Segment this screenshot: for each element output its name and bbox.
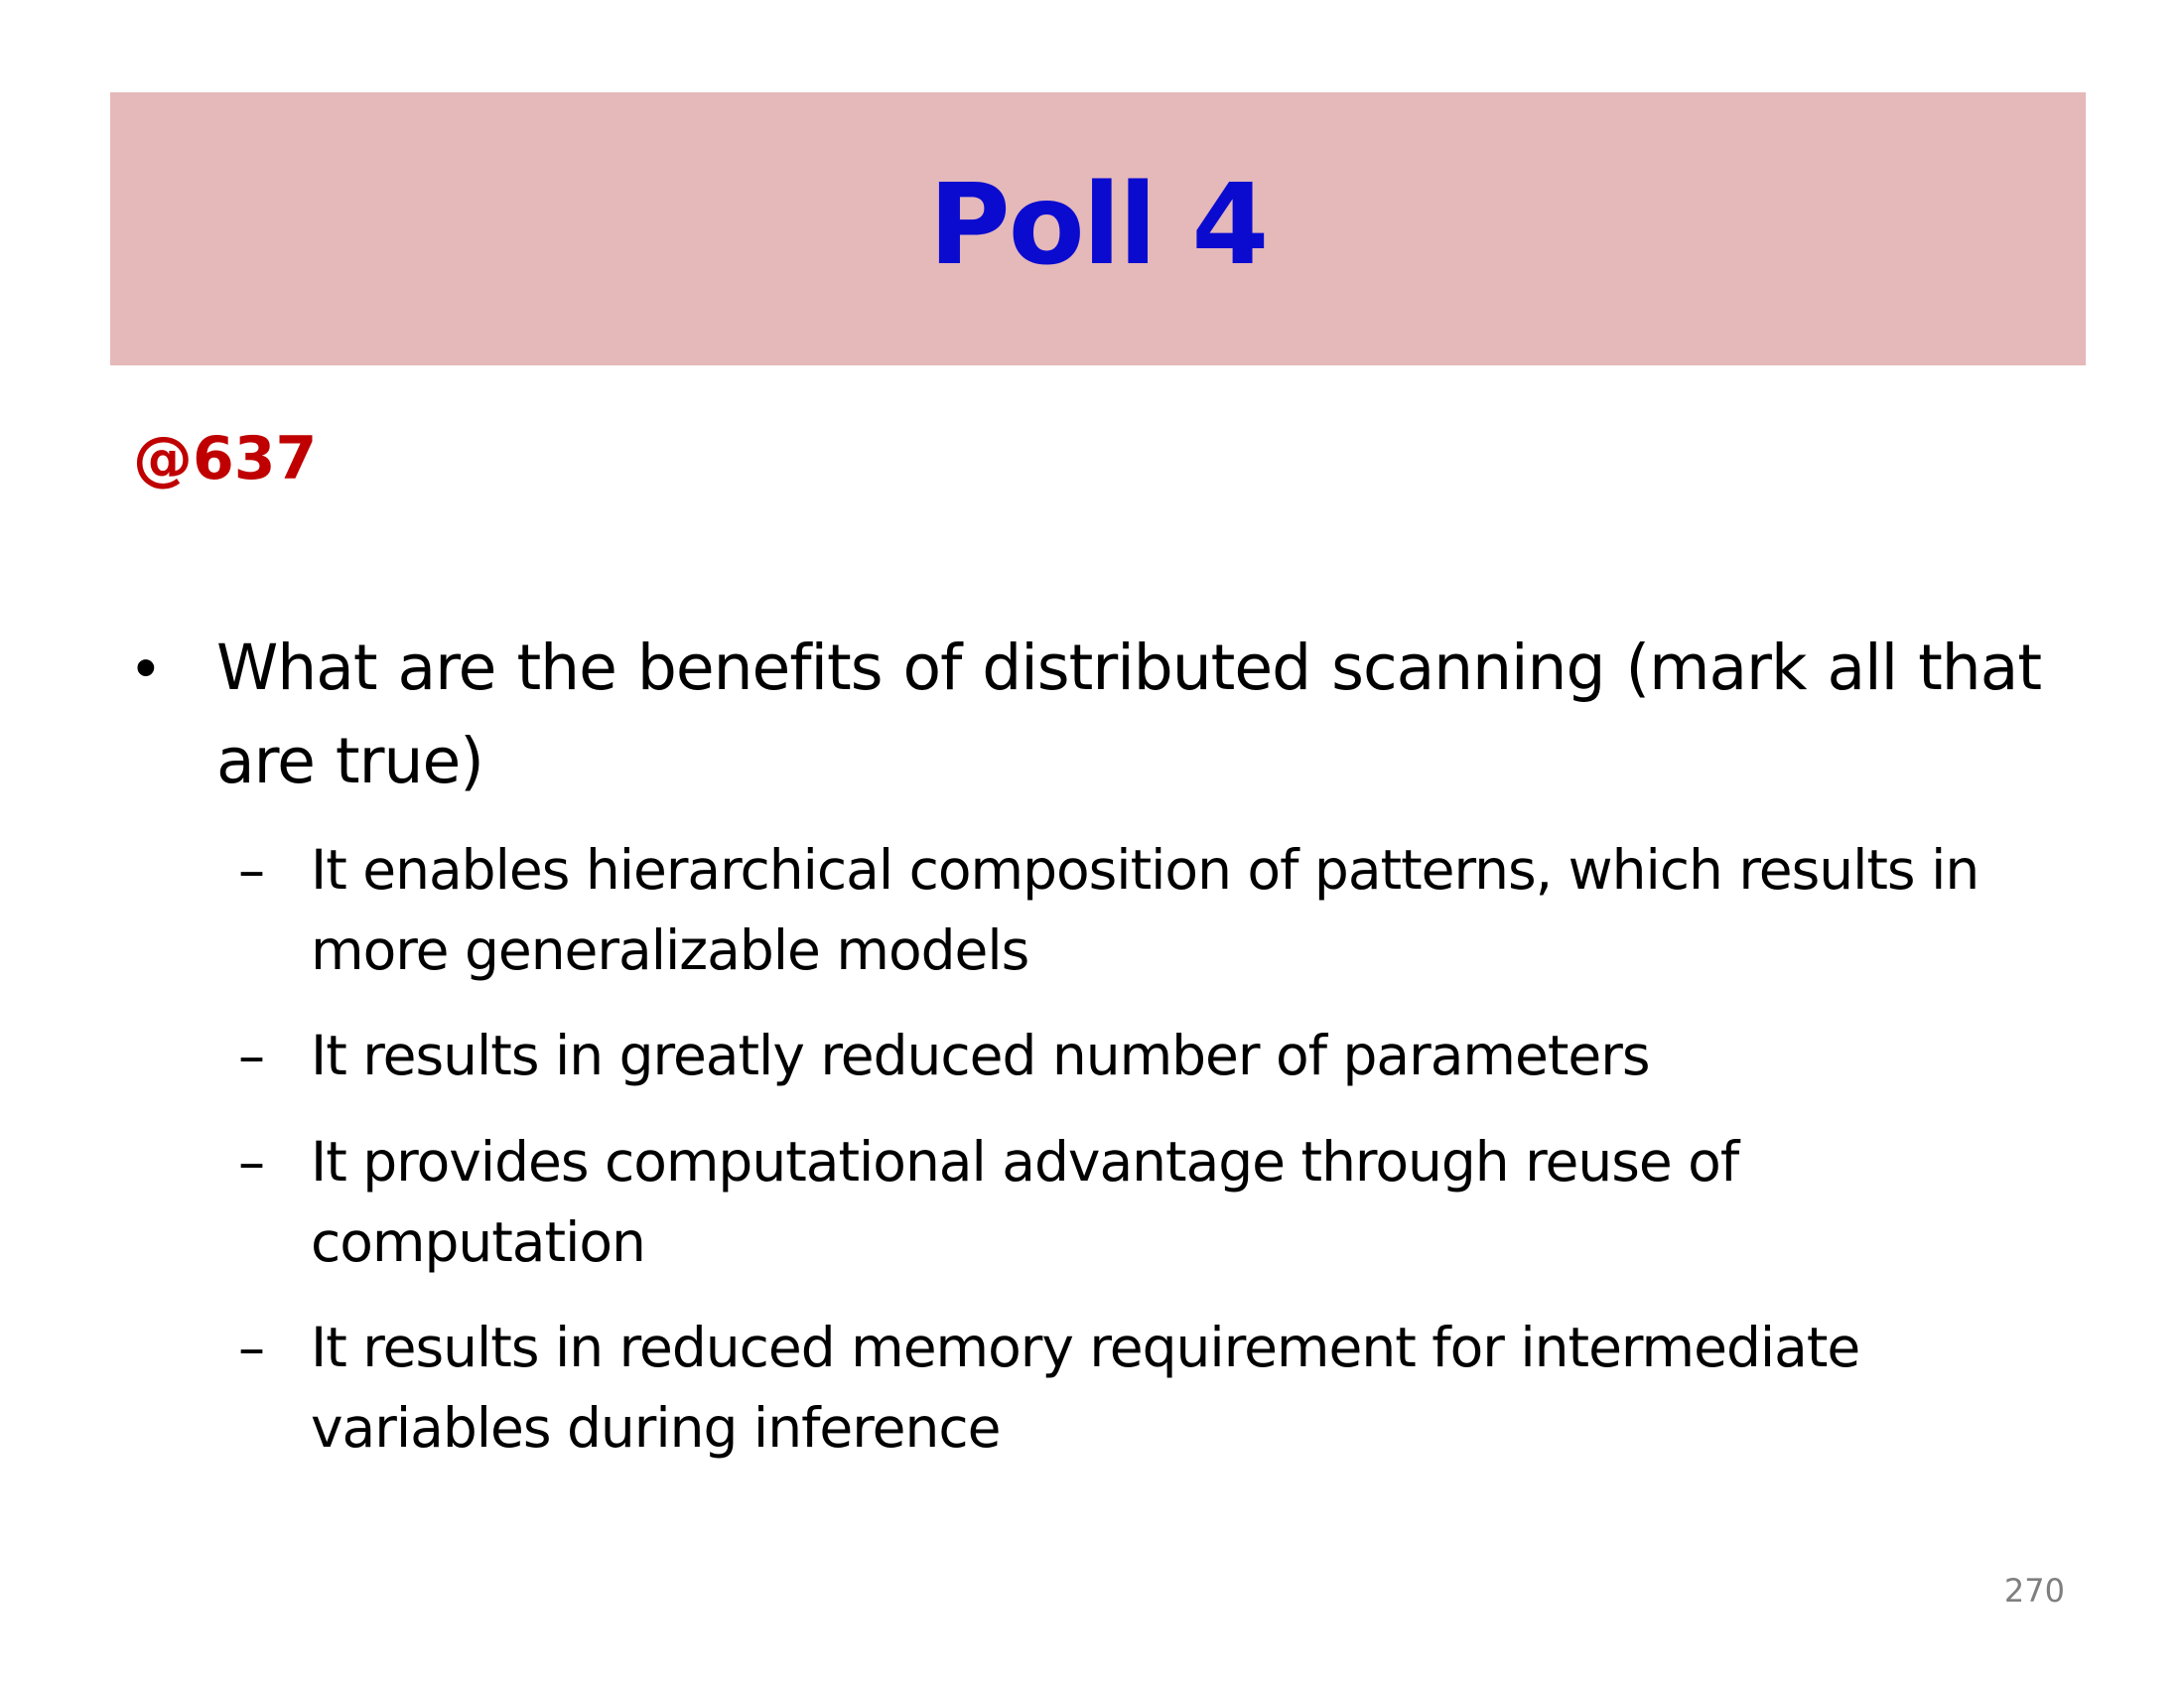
option-text: It results in reduced memory requirement… [311, 1316, 1860, 1460]
question-block: • What are the benefits of distributed s… [133, 622, 2079, 1493]
question-text: What are the benefits of distributed sca… [216, 632, 2042, 797]
option-item: – It enables hierarchical composition of… [238, 830, 2079, 991]
option-text: It results in greatly reduced number of … [311, 1024, 1651, 1087]
dash-icon: – [238, 1025, 265, 1087]
option-text: It enables hierarchical composition of p… [311, 838, 1979, 982]
question-row: • What are the benefits of distributed s… [133, 622, 2079, 808]
option-text: It provides computational advantage thro… [311, 1130, 1739, 1274]
option-item: – It results in reduced memory requireme… [238, 1308, 2079, 1469]
options-list: – It enables hierarchical composition of… [133, 830, 2079, 1469]
option-item: – It provides computational advantage th… [238, 1122, 2079, 1283]
option-item: – It results in greatly reduced number o… [238, 1016, 2079, 1097]
slide-title: Poll 4 [928, 160, 1270, 290]
dash-icon: – [238, 839, 265, 902]
title-banner: Poll 4 [110, 92, 2086, 365]
dash-icon: – [238, 1131, 265, 1194]
page-number: 270 [2003, 1572, 2065, 1610]
poll-reference: @637 [133, 424, 318, 493]
dash-icon: – [238, 1317, 265, 1379]
bullet-icon: • [135, 633, 157, 702]
